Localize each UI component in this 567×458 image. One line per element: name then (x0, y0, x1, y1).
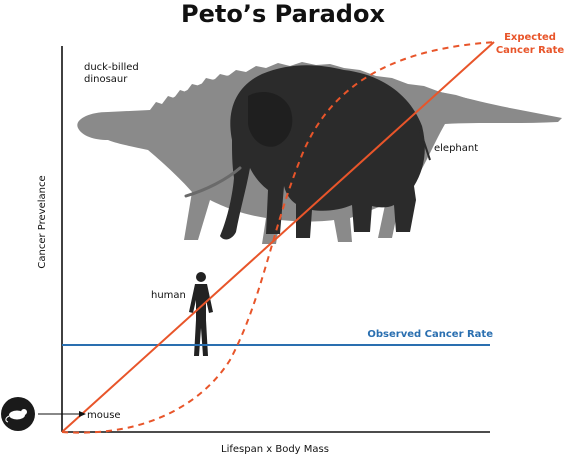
observed-label: Observed Cancer Rate (367, 329, 493, 340)
expected-label-line1: Expected (504, 32, 556, 43)
mouse-icon (1, 397, 35, 431)
diagram-title: Peto’s Paradox (181, 0, 385, 28)
expected-label-line2: Cancer Rate (496, 45, 565, 56)
elephant-label: elephant (434, 143, 478, 154)
dinosaur-label-line2: dinosaur (84, 74, 128, 85)
x-axis-label: Lifespan x Body Mass (221, 444, 329, 455)
y-axis-label: Cancer Prevelance (37, 175, 48, 268)
mouse-label: mouse (87, 410, 121, 421)
human-label: human (151, 290, 186, 301)
dinosaur-label-line1: duck-billed (84, 62, 139, 73)
